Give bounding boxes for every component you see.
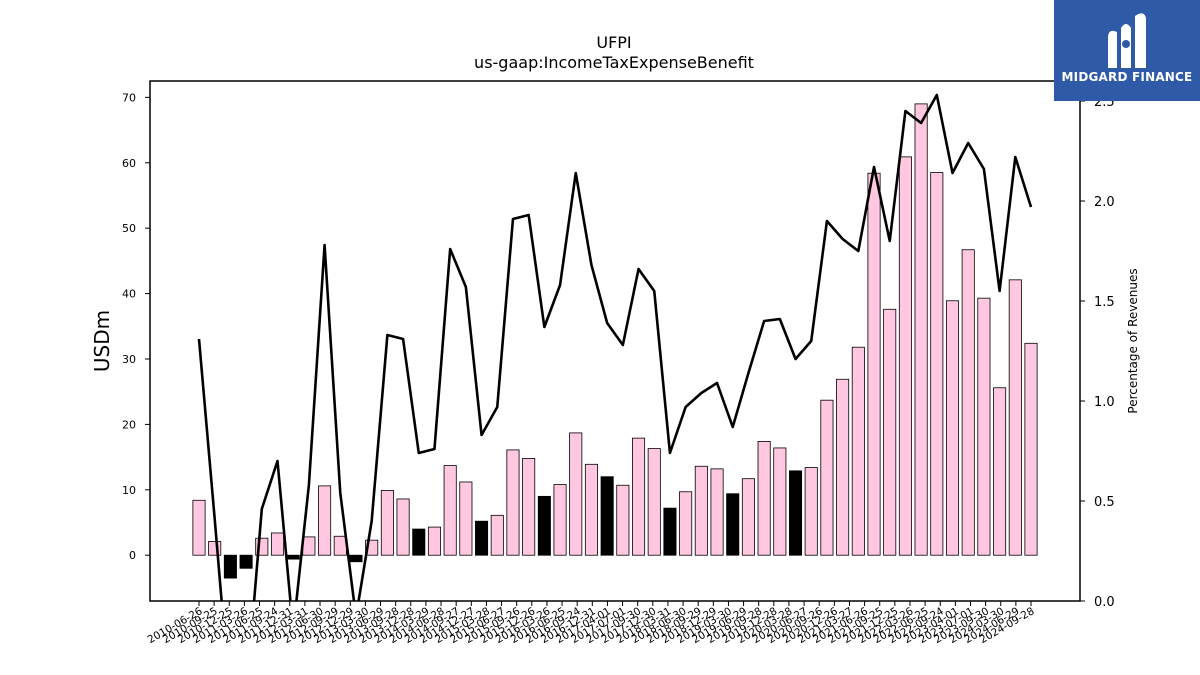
bar: [349, 554, 363, 563]
bar: [773, 447, 787, 556]
bar: [977, 297, 991, 556]
bar: [867, 172, 881, 556]
bar: [647, 448, 661, 556]
series-line: [197, 93, 1033, 601]
chart-subtitle: us-gaap:IncomeTaxExpenseBenefit: [474, 53, 754, 72]
bar: [475, 520, 489, 556]
y2-tick-label: 1.0: [1094, 395, 1115, 410]
bar: [459, 481, 473, 556]
bar: [443, 465, 457, 556]
bar: [490, 514, 504, 556]
bar: [961, 249, 975, 556]
bar: [679, 491, 693, 556]
bar: [522, 458, 536, 556]
bar: [600, 476, 614, 556]
bar: [192, 499, 206, 556]
axes: 0102030405060700.00.51.01.52.02.52010-06…: [122, 80, 1115, 646]
y-tick-label: 10: [122, 484, 136, 497]
y-tick-label: 0: [129, 549, 136, 562]
bar: [380, 490, 394, 556]
bar: [741, 478, 755, 556]
bar: [789, 470, 803, 556]
bar: [694, 465, 708, 556]
bar: [286, 554, 300, 560]
bar: [914, 103, 928, 556]
bar: [412, 528, 426, 556]
bar: [239, 554, 253, 569]
bar: [993, 387, 1007, 556]
bar: [584, 463, 598, 556]
bar: [851, 346, 865, 556]
bar: [553, 484, 567, 556]
y-tick-label: 60: [122, 157, 136, 170]
bar: [318, 485, 332, 556]
bars: [192, 103, 1038, 579]
bar: [663, 507, 677, 556]
bar: [302, 536, 316, 556]
bar: [208, 541, 222, 556]
y-tick-label: 50: [122, 222, 136, 235]
bar: [883, 308, 897, 556]
bar: [396, 498, 410, 556]
y-tick-label: 30: [122, 353, 136, 366]
midgard-logo-icon: [1108, 13, 1146, 68]
bar: [270, 532, 285, 556]
chart-title: UFPI: [596, 33, 631, 52]
bar: [804, 467, 818, 556]
y2-tick-label: 0.5: [1094, 495, 1115, 510]
y2-axis-label: Percentage of Revenues: [1126, 268, 1140, 413]
bar: [1008, 279, 1022, 556]
y2-tick-label: 1.5: [1094, 295, 1115, 310]
bar: [223, 554, 237, 579]
y-tick-label: 40: [122, 288, 136, 301]
y2-tick-label: 2.0: [1094, 195, 1115, 210]
bar: [569, 432, 583, 556]
bar: [427, 526, 441, 556]
y2-tick-label: 0.0: [1094, 595, 1115, 610]
bar: [710, 468, 724, 556]
bar: [820, 399, 834, 556]
bar: [930, 172, 944, 556]
bar: [945, 300, 960, 556]
logo: MIDGARD FINANCE: [1054, 0, 1200, 101]
bar: [757, 440, 771, 556]
bar: [333, 535, 347, 556]
bar: [726, 493, 740, 556]
bar: [836, 378, 850, 556]
bar: [632, 437, 646, 556]
bar: [898, 156, 912, 556]
bar: [1024, 342, 1038, 556]
y-tick-label: 20: [122, 418, 136, 431]
y-tick-label: 70: [122, 91, 136, 104]
bar: [506, 449, 520, 556]
line-series: [197, 93, 1033, 601]
plot-frame: [149, 80, 1081, 602]
bar: [616, 484, 630, 556]
bar: [537, 495, 551, 556]
y-axis-label: USDm: [90, 310, 114, 372]
logo-text: MIDGARD FINANCE: [1061, 70, 1193, 84]
